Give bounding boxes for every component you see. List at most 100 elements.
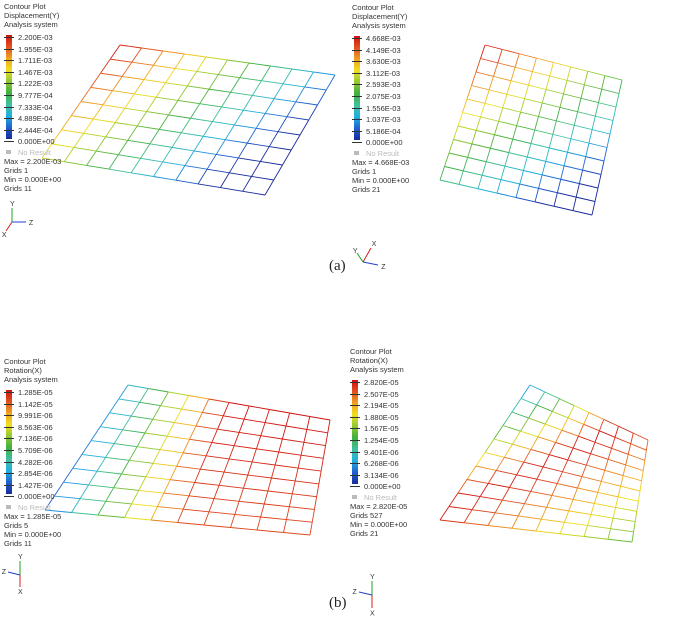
mesh-edge — [536, 478, 558, 485]
mesh-edge — [162, 161, 186, 166]
mesh-edge — [549, 454, 568, 461]
mesh-edge — [129, 459, 154, 464]
mesh-edge — [620, 485, 641, 492]
legend-system: Analysis system — [352, 21, 406, 30]
mesh-edge — [189, 438, 212, 443]
mesh-edge — [534, 116, 539, 131]
mesh-edge — [497, 49, 503, 64]
mesh-edge — [546, 506, 569, 512]
scale-tick-label: 2.507E-05 — [350, 389, 407, 401]
mesh-edge — [325, 432, 329, 446]
scale-tick-label: 1.880E-05 — [350, 412, 407, 424]
mesh-edge — [177, 99, 200, 105]
mesh-edge — [112, 76, 123, 91]
axis-triad-b1: Y Z X — [2, 554, 23, 596]
mesh-edge — [83, 132, 106, 138]
mesh-edge — [227, 59, 250, 64]
mesh-edge — [152, 405, 161, 420]
max-value: Max = 4.668E-03 — [352, 157, 410, 167]
mesh-edge — [277, 116, 288, 132]
mesh-edge — [516, 125, 535, 131]
mesh-edge — [105, 122, 116, 138]
mesh-edge — [295, 101, 318, 106]
mesh-edge — [587, 525, 611, 530]
mesh-edge — [267, 490, 293, 495]
mesh-edge — [176, 465, 201, 470]
mesh-edge — [502, 94, 508, 108]
mesh-edge — [535, 530, 561, 535]
mesh-edge — [484, 452, 505, 458]
mesh-edge — [239, 431, 261, 437]
mesh-displacement-a1 — [41, 44, 336, 196]
mesh-edge — [127, 139, 150, 145]
mesh-edge — [228, 445, 235, 460]
mesh-edge — [163, 492, 189, 497]
mesh-edge — [91, 440, 115, 445]
mesh-edge — [86, 150, 97, 166]
min-value: Min = 0.000E+00 — [4, 174, 62, 184]
mesh-edge — [275, 464, 299, 469]
mesh-edge — [239, 500, 265, 505]
mesh-edge — [577, 111, 596, 117]
mesh-edge — [140, 143, 151, 159]
mesh-edge — [155, 82, 166, 98]
mesh-edge — [512, 138, 532, 144]
scale-tick-label: 1.037E-03 — [352, 114, 409, 126]
mesh-edge — [615, 506, 637, 512]
mesh-edge — [607, 528, 611, 540]
mesh-edge — [487, 470, 497, 484]
mesh-edge — [557, 483, 578, 489]
mesh-edge — [534, 201, 555, 207]
mesh-edge — [480, 58, 498, 64]
color-scale: 2.200E-03 1.955E-03 1.711E-03 1.467E-03 1.22… — [4, 32, 61, 148]
mesh-edge — [79, 498, 106, 502]
mesh-edge — [622, 464, 627, 476]
scale-tick-label: 0.000E+00 — [4, 491, 61, 503]
mesh-edge — [83, 118, 94, 134]
mesh-edge — [286, 519, 313, 523]
mesh-edge — [211, 428, 218, 443]
mesh-edge — [567, 138, 572, 153]
mesh-edge — [555, 107, 561, 121]
mesh-edge — [448, 492, 459, 507]
mesh-edge — [519, 183, 539, 189]
mesh-edge — [159, 128, 182, 134]
mesh-edge — [472, 509, 496, 514]
mesh-edge — [607, 448, 613, 460]
mesh-edge — [105, 456, 130, 461]
mesh-rotation-b1 — [44, 384, 331, 536]
mesh-edge — [264, 98, 275, 114]
mesh-edge — [194, 482, 220, 486]
mesh-edge — [475, 465, 497, 471]
mesh-edge — [527, 156, 546, 162]
mesh-edge — [475, 58, 481, 73]
mesh-edge — [314, 496, 318, 510]
mesh-edge — [160, 391, 169, 406]
mesh-edge — [133, 79, 145, 95]
mesh-edge — [81, 453, 106, 458]
mesh-edge — [506, 80, 512, 95]
mesh-edge — [625, 454, 629, 466]
mesh-edge — [524, 98, 543, 104]
mesh-edge — [290, 134, 301, 151]
mesh-edge — [481, 161, 487, 176]
mesh-edge — [517, 503, 525, 517]
mesh-edge — [467, 143, 473, 158]
max-value: Max = 2.200E-03 — [4, 156, 62, 166]
mesh-edge — [523, 449, 532, 463]
mesh-edge — [570, 66, 588, 72]
legend-system: Analysis system — [4, 20, 58, 29]
mesh-edge — [71, 512, 99, 516]
mesh-edge — [281, 425, 287, 440]
mesh-edge — [490, 147, 509, 154]
mesh-edge — [86, 164, 109, 170]
mesh-edge — [583, 412, 590, 425]
axis-label-x: X — [2, 232, 7, 239]
mesh-edge — [171, 146, 195, 152]
mesh-edge — [584, 84, 602, 90]
mesh-edge — [519, 170, 524, 185]
mesh-edge — [309, 416, 331, 421]
mesh-edge — [552, 133, 571, 140]
mesh-edge — [462, 112, 481, 118]
mesh-edge — [475, 71, 494, 77]
